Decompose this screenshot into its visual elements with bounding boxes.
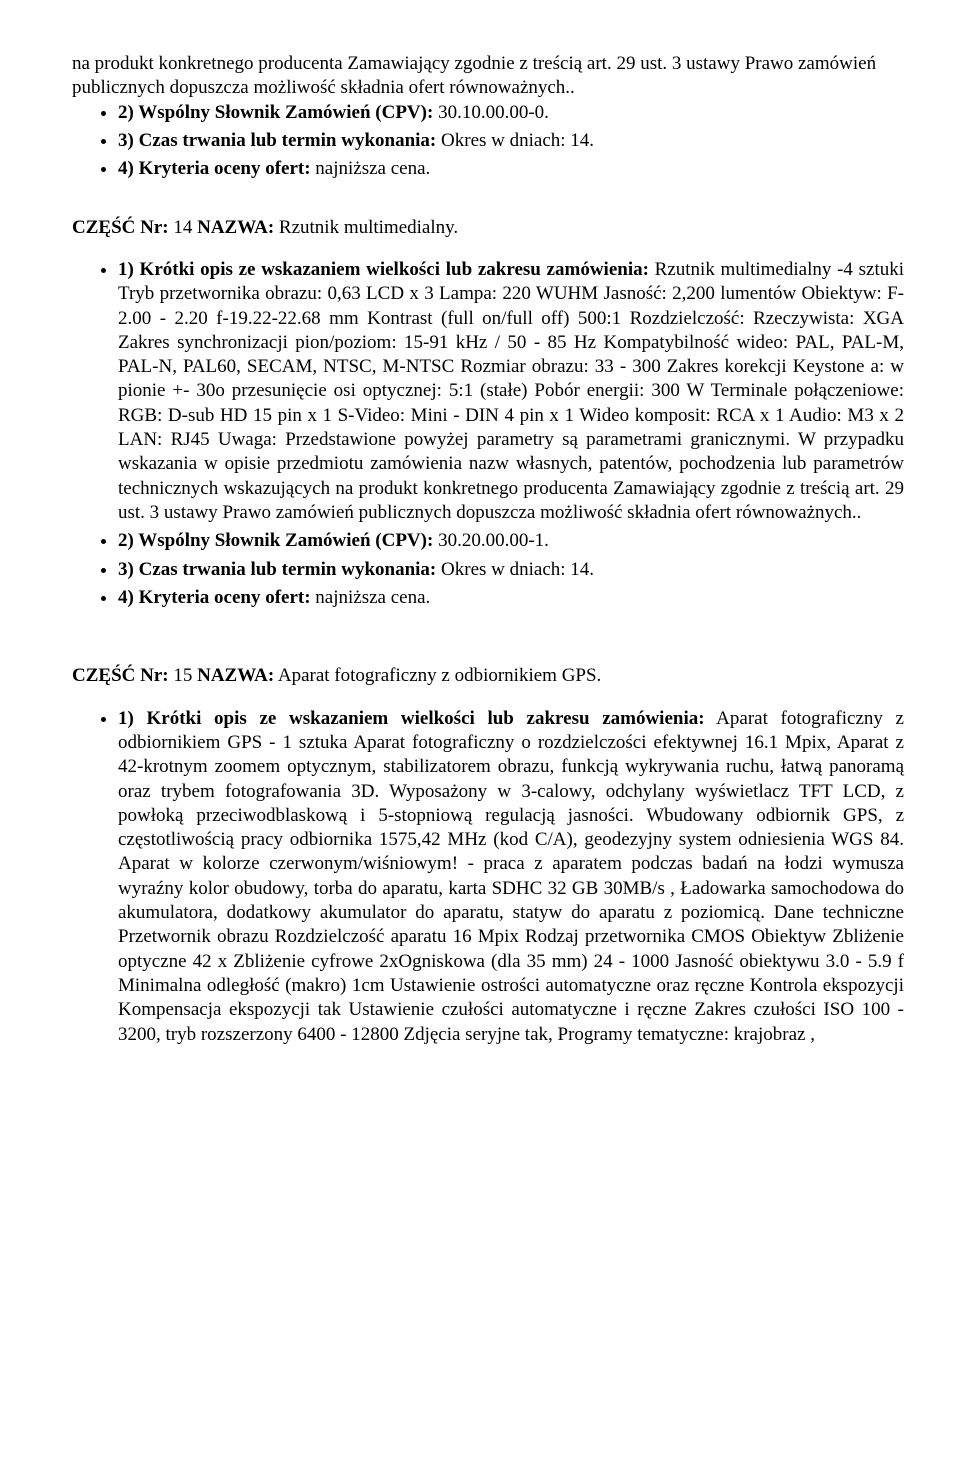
desc-text: Aparat fotograficzny z odbiornikiem GPS … [118, 708, 904, 1045]
list-item: 3) Czas trwania lub termin wykonania: Ok… [118, 129, 904, 153]
item-value: najniższa cena. [311, 587, 431, 608]
item-label: 3) Czas trwania lub termin wykonania: [118, 559, 436, 580]
desc-label: 1) Krótki opis ze wskazaniem wielkości l… [118, 708, 705, 729]
part15-list: 1) Krótki opis ze wskazaniem wielkości l… [72, 707, 904, 1047]
part14-list: 1) Krótki opis ze wskazaniem wielkości l… [72, 258, 904, 610]
heading-label: CZĘŚĆ Nr: [72, 217, 169, 238]
list-item: 1) Krótki opis ze wskazaniem wielkości l… [118, 258, 904, 525]
desc-text: Rzutnik multimedialny -4 sztuki Tryb prz… [118, 259, 904, 523]
list-item: 2) Wspólny Słownik Zamówień (CPV): 30.20… [118, 529, 904, 553]
item-label: 2) Wspólny Słownik Zamówień (CPV): [118, 530, 433, 551]
list-item: 2) Wspólny Słownik Zamówień (CPV): 30.10… [118, 101, 904, 125]
list-item: 4) Kryteria oceny ofert: najniższa cena. [118, 586, 904, 610]
heading-label: CZĘŚĆ Nr: [72, 665, 169, 686]
desc-label: 1) Krótki opis ze wskazaniem wielkości l… [118, 259, 649, 280]
item-value: Okres w dniach: 14. [436, 130, 594, 151]
part14-heading: CZĘŚĆ Nr: 14 NAZWA: Rzutnik multimedialn… [72, 216, 904, 240]
heading-num: 14 [169, 217, 198, 238]
part15-heading: CZĘŚĆ Nr: 15 NAZWA: Aparat fotograficzny… [72, 664, 904, 688]
item-value: 30.20.00.00-1. [433, 530, 549, 551]
item-label: 3) Czas trwania lub termin wykonania: [118, 130, 436, 151]
heading-name-label: NAZWA: [197, 665, 274, 686]
list-item: 4) Kryteria oceny ofert: najniższa cena. [118, 157, 904, 181]
intro-list: 2) Wspólny Słownik Zamówień (CPV): 30.10… [72, 101, 904, 182]
item-value: najniższa cena. [311, 158, 431, 179]
intro-lead-text: na produkt konkretnego producenta Zamawi… [72, 52, 904, 101]
list-item: 1) Krótki opis ze wskazaniem wielkości l… [118, 707, 904, 1047]
heading-name: Aparat fotograficzny z odbiornikiem GPS. [274, 665, 601, 686]
item-label: 4) Kryteria oceny ofert: [118, 587, 311, 608]
heading-name: Rzutnik multimedialny. [274, 217, 458, 238]
item-value: Okres w dniach: 14. [436, 559, 594, 580]
heading-name-label: NAZWA: [197, 217, 274, 238]
list-item: 3) Czas trwania lub termin wykonania: Ok… [118, 558, 904, 582]
heading-num: 15 [169, 665, 198, 686]
item-label: 2) Wspólny Słownik Zamówień (CPV): [118, 102, 433, 123]
item-value: 30.10.00.00-0. [433, 102, 549, 123]
item-label: 4) Kryteria oceny ofert: [118, 158, 311, 179]
